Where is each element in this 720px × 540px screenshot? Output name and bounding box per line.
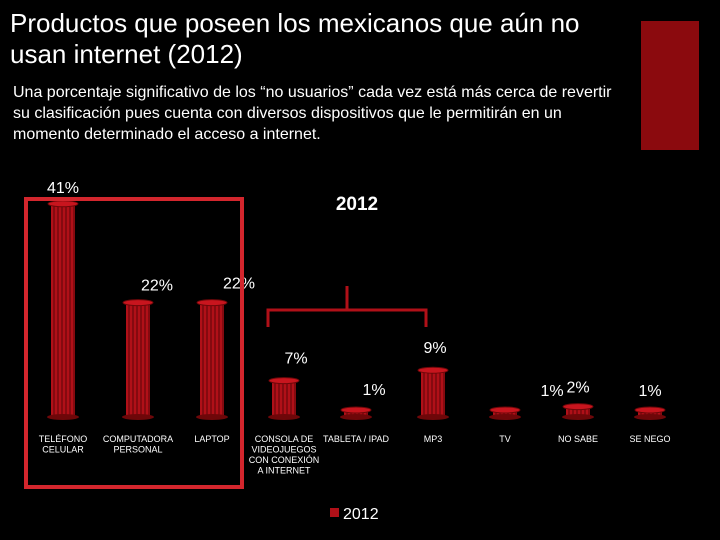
chart-legend: 2012 xyxy=(330,506,379,524)
bar-top xyxy=(122,299,154,307)
slide-subtitle: Una porcentaje significativo de los “no … xyxy=(13,84,612,143)
data-label: 41% xyxy=(47,180,79,197)
category-label: NO SABE xyxy=(558,434,598,444)
accent-block xyxy=(641,21,699,150)
chart-bracket xyxy=(266,286,428,327)
category-label: PERSONAL xyxy=(113,445,162,455)
bar-top xyxy=(634,406,666,414)
bar-base xyxy=(47,414,79,420)
legend-label: 2012 xyxy=(343,506,379,523)
bar-top xyxy=(47,200,79,208)
data-label: 2% xyxy=(566,380,589,397)
category-label: CONSOLA DE xyxy=(255,434,314,444)
bar xyxy=(566,406,590,417)
bar-base xyxy=(489,414,521,420)
bar-top xyxy=(196,299,228,307)
bar-top xyxy=(562,403,594,411)
bar-top xyxy=(268,377,300,385)
bar-base xyxy=(417,414,449,420)
category-label: MP3 xyxy=(424,434,443,444)
data-label: 1% xyxy=(540,383,563,400)
category-label: A INTERNET xyxy=(257,466,311,476)
bar xyxy=(51,203,75,417)
category-label: TV xyxy=(499,434,511,444)
highlight-box xyxy=(24,197,244,489)
category-label: LAPTOP xyxy=(194,434,229,444)
bar xyxy=(126,302,150,417)
data-label: 1% xyxy=(638,383,661,400)
bar-top xyxy=(340,406,372,414)
bar-top xyxy=(417,366,449,374)
category-label: CELULAR xyxy=(42,445,84,455)
category-label: TELÉFONO xyxy=(39,434,88,444)
legend-swatch xyxy=(330,508,339,517)
bar xyxy=(272,380,296,417)
bar-base xyxy=(634,414,666,420)
chart-title: 2012 xyxy=(336,194,378,215)
bar xyxy=(421,370,445,417)
bar-top xyxy=(489,406,521,414)
bar xyxy=(200,302,224,417)
data-label: 22% xyxy=(141,278,173,295)
category-label: SE NEGO xyxy=(629,434,670,444)
category-label: CON CONEXIÓN xyxy=(249,455,320,465)
bar-base xyxy=(268,414,300,420)
data-label: 22% xyxy=(223,276,255,293)
data-label: 9% xyxy=(423,340,446,357)
data-label: 1% xyxy=(362,382,385,399)
bar-base xyxy=(340,414,372,420)
category-label: COMPUTADORA xyxy=(103,434,173,444)
category-label: VIDEOJUEGOS xyxy=(251,445,316,455)
bar-base xyxy=(196,414,228,420)
bar-base xyxy=(122,414,154,420)
bar-base xyxy=(562,414,594,420)
slide-title: Productos que poseen los mexicanos que a… xyxy=(10,8,580,69)
data-label: 7% xyxy=(284,351,307,368)
category-label: TABLETA / IPAD xyxy=(323,434,390,444)
